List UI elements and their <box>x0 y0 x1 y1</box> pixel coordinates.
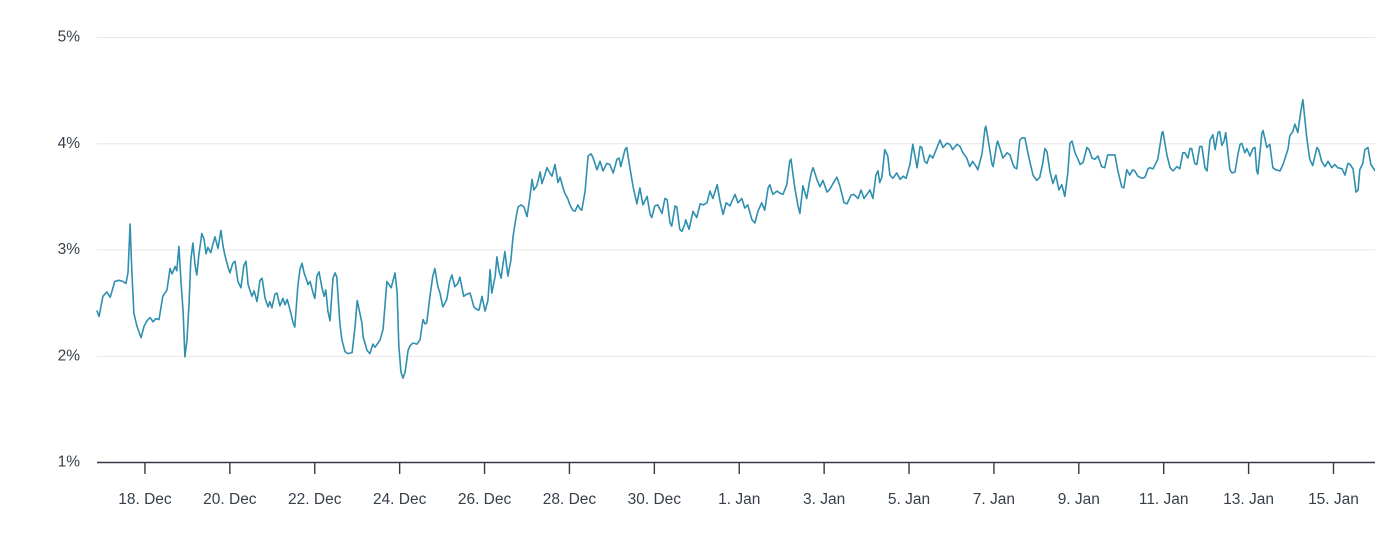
y-axis-tick-label: 2% <box>58 347 81 364</box>
x-axis-tick-label: 3. Jan <box>803 491 845 508</box>
series-line <box>96 98 1375 379</box>
x-axis-tick-label: 11. Jan <box>1139 491 1189 508</box>
x-axis-tick-label: 22. Dec <box>288 491 342 508</box>
x-axis-tick-label: 1. Jan <box>718 491 760 508</box>
x-axis-tick-label: 28. Dec <box>543 491 597 508</box>
percentage-time-series-chart: 5% 4% 3% 2% 1% 18. Dec 20. Dec 22. Dec 24. Dec 26… <box>40 16 1375 517</box>
x-axis-tick-label: 15. Jan <box>1308 491 1359 508</box>
y-axis-tick-label: 1% <box>58 454 81 471</box>
x-axis-tick-label: 13. Jan <box>1223 491 1274 508</box>
x-axis-tick-label: 30. Dec <box>628 491 682 508</box>
x-axis-tick-label: 20. Dec <box>203 491 257 508</box>
x-axis-tick-label: 5. Jan <box>888 491 930 508</box>
x-axis-tick-label: 9. Jan <box>1058 491 1100 508</box>
x-axis-tick-label: 24. Dec <box>373 491 427 508</box>
y-axis-tick-label: 5% <box>58 29 81 46</box>
x-axis-tick-label: 18. Dec <box>118 491 172 508</box>
x-axis-tick-label: 7. Jan <box>973 491 1015 508</box>
x-axis-tick-label: 26. Dec <box>458 491 512 508</box>
y-axis-tick-label: 3% <box>58 241 81 258</box>
chart-canvas: 5% 4% 3% 2% 1% 18. Dec 20. Dec 22. Dec 24. Dec 26… <box>58 29 1375 508</box>
y-axis-tick-label: 4% <box>58 135 81 152</box>
